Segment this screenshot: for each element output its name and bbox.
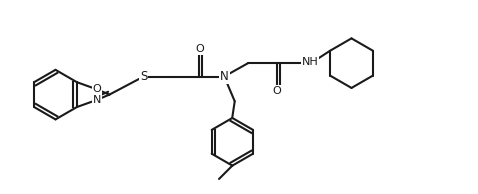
Text: S: S	[140, 70, 147, 83]
Text: O: O	[195, 44, 204, 54]
Text: N: N	[93, 95, 101, 105]
Text: NH: NH	[302, 57, 318, 67]
Text: O: O	[272, 86, 281, 96]
Text: N: N	[220, 70, 228, 83]
Text: O: O	[93, 84, 101, 94]
